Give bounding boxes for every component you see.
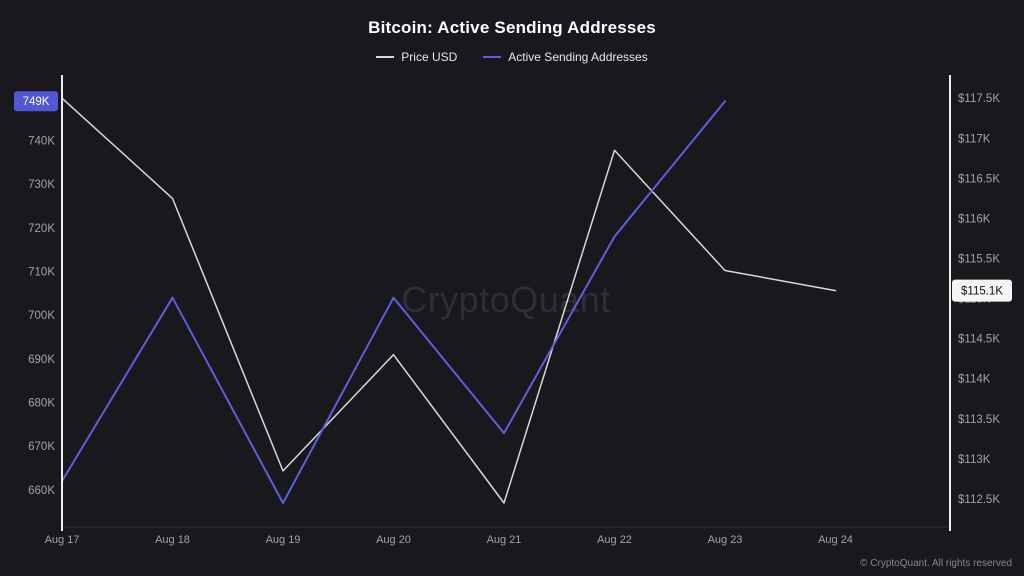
left-axis-tick-label: 740K (28, 136, 55, 148)
right-axis-tick-label: $116.5K (958, 173, 1000, 185)
legend-swatch-active-sending-addresses (483, 56, 502, 58)
left-axis-tick-label: 670K (28, 441, 55, 453)
right-axis-tick-label: $115.5K (958, 254, 1000, 266)
left-last-value-badge (14, 91, 58, 112)
left-last-value-badge-label: 749K (23, 96, 50, 108)
right-axis-tick-label: $117K (958, 133, 991, 145)
left-axis-tick-label: 680K (28, 398, 55, 410)
left-axis-tick-label: 710K (28, 267, 55, 279)
left-axis-tick-label: 690K (28, 354, 55, 366)
x-axis-tick-label: Aug 24 (818, 534, 853, 546)
left-axis-tick-label: 720K (28, 223, 55, 235)
legend-swatch-price-usd (376, 56, 395, 58)
right-axis-tick-label: $117.5K (958, 93, 1000, 105)
left-axis-tick-label: 700K (28, 310, 55, 322)
x-axis-tick-label: Aug 20 (376, 534, 411, 546)
legend-label-price-usd: Price USD (401, 50, 458, 64)
right-axis-tick-label: $116K (958, 213, 991, 225)
legend-label-active-sending-addresses: Active Sending Addresses (508, 50, 648, 64)
copyright: © CryptoQuant. All rights reserved (860, 558, 1012, 569)
x-axis-tick-label: Aug 21 (487, 534, 522, 546)
x-axis-tick-label: Aug 17 (45, 534, 80, 546)
left-axis-tick-label: 730K (28, 179, 55, 191)
right-axis-tick-label: $113.5K (958, 414, 1000, 426)
legend-item-price-usd[interactable]: Price USD (376, 50, 457, 64)
x-axis-tick-label: Aug 23 (708, 534, 743, 546)
right-axis-tick-label: $114K (958, 374, 991, 386)
right-last-value-badge (952, 279, 1012, 302)
left-axis-tick-label: 660K (28, 485, 55, 497)
chart-title: Bitcoin: Active Sending Addresses (368, 18, 656, 37)
series-line-price-usd[interactable] (61, 97, 837, 504)
series-line-active-sending-addresses[interactable] (61, 100, 726, 504)
x-axis-tick-label: Aug 18 (155, 534, 190, 546)
legend-item-active-sending-addresses[interactable]: Active Sending Addresses (483, 50, 648, 64)
legend: Price USD Active Sending Addresses (0, 50, 1024, 64)
x-axis-tick-label: Aug 19 (266, 534, 301, 546)
right-axis-tick-label: $113K (958, 454, 991, 466)
right-last-value-badge-label: $115.1K (961, 286, 1003, 298)
right-axis-tick-label: $112.5K (958, 494, 1000, 506)
x-axis-tick-label: Aug 22 (597, 534, 632, 546)
right-axis-tick-label: $114.5K (958, 334, 1000, 346)
